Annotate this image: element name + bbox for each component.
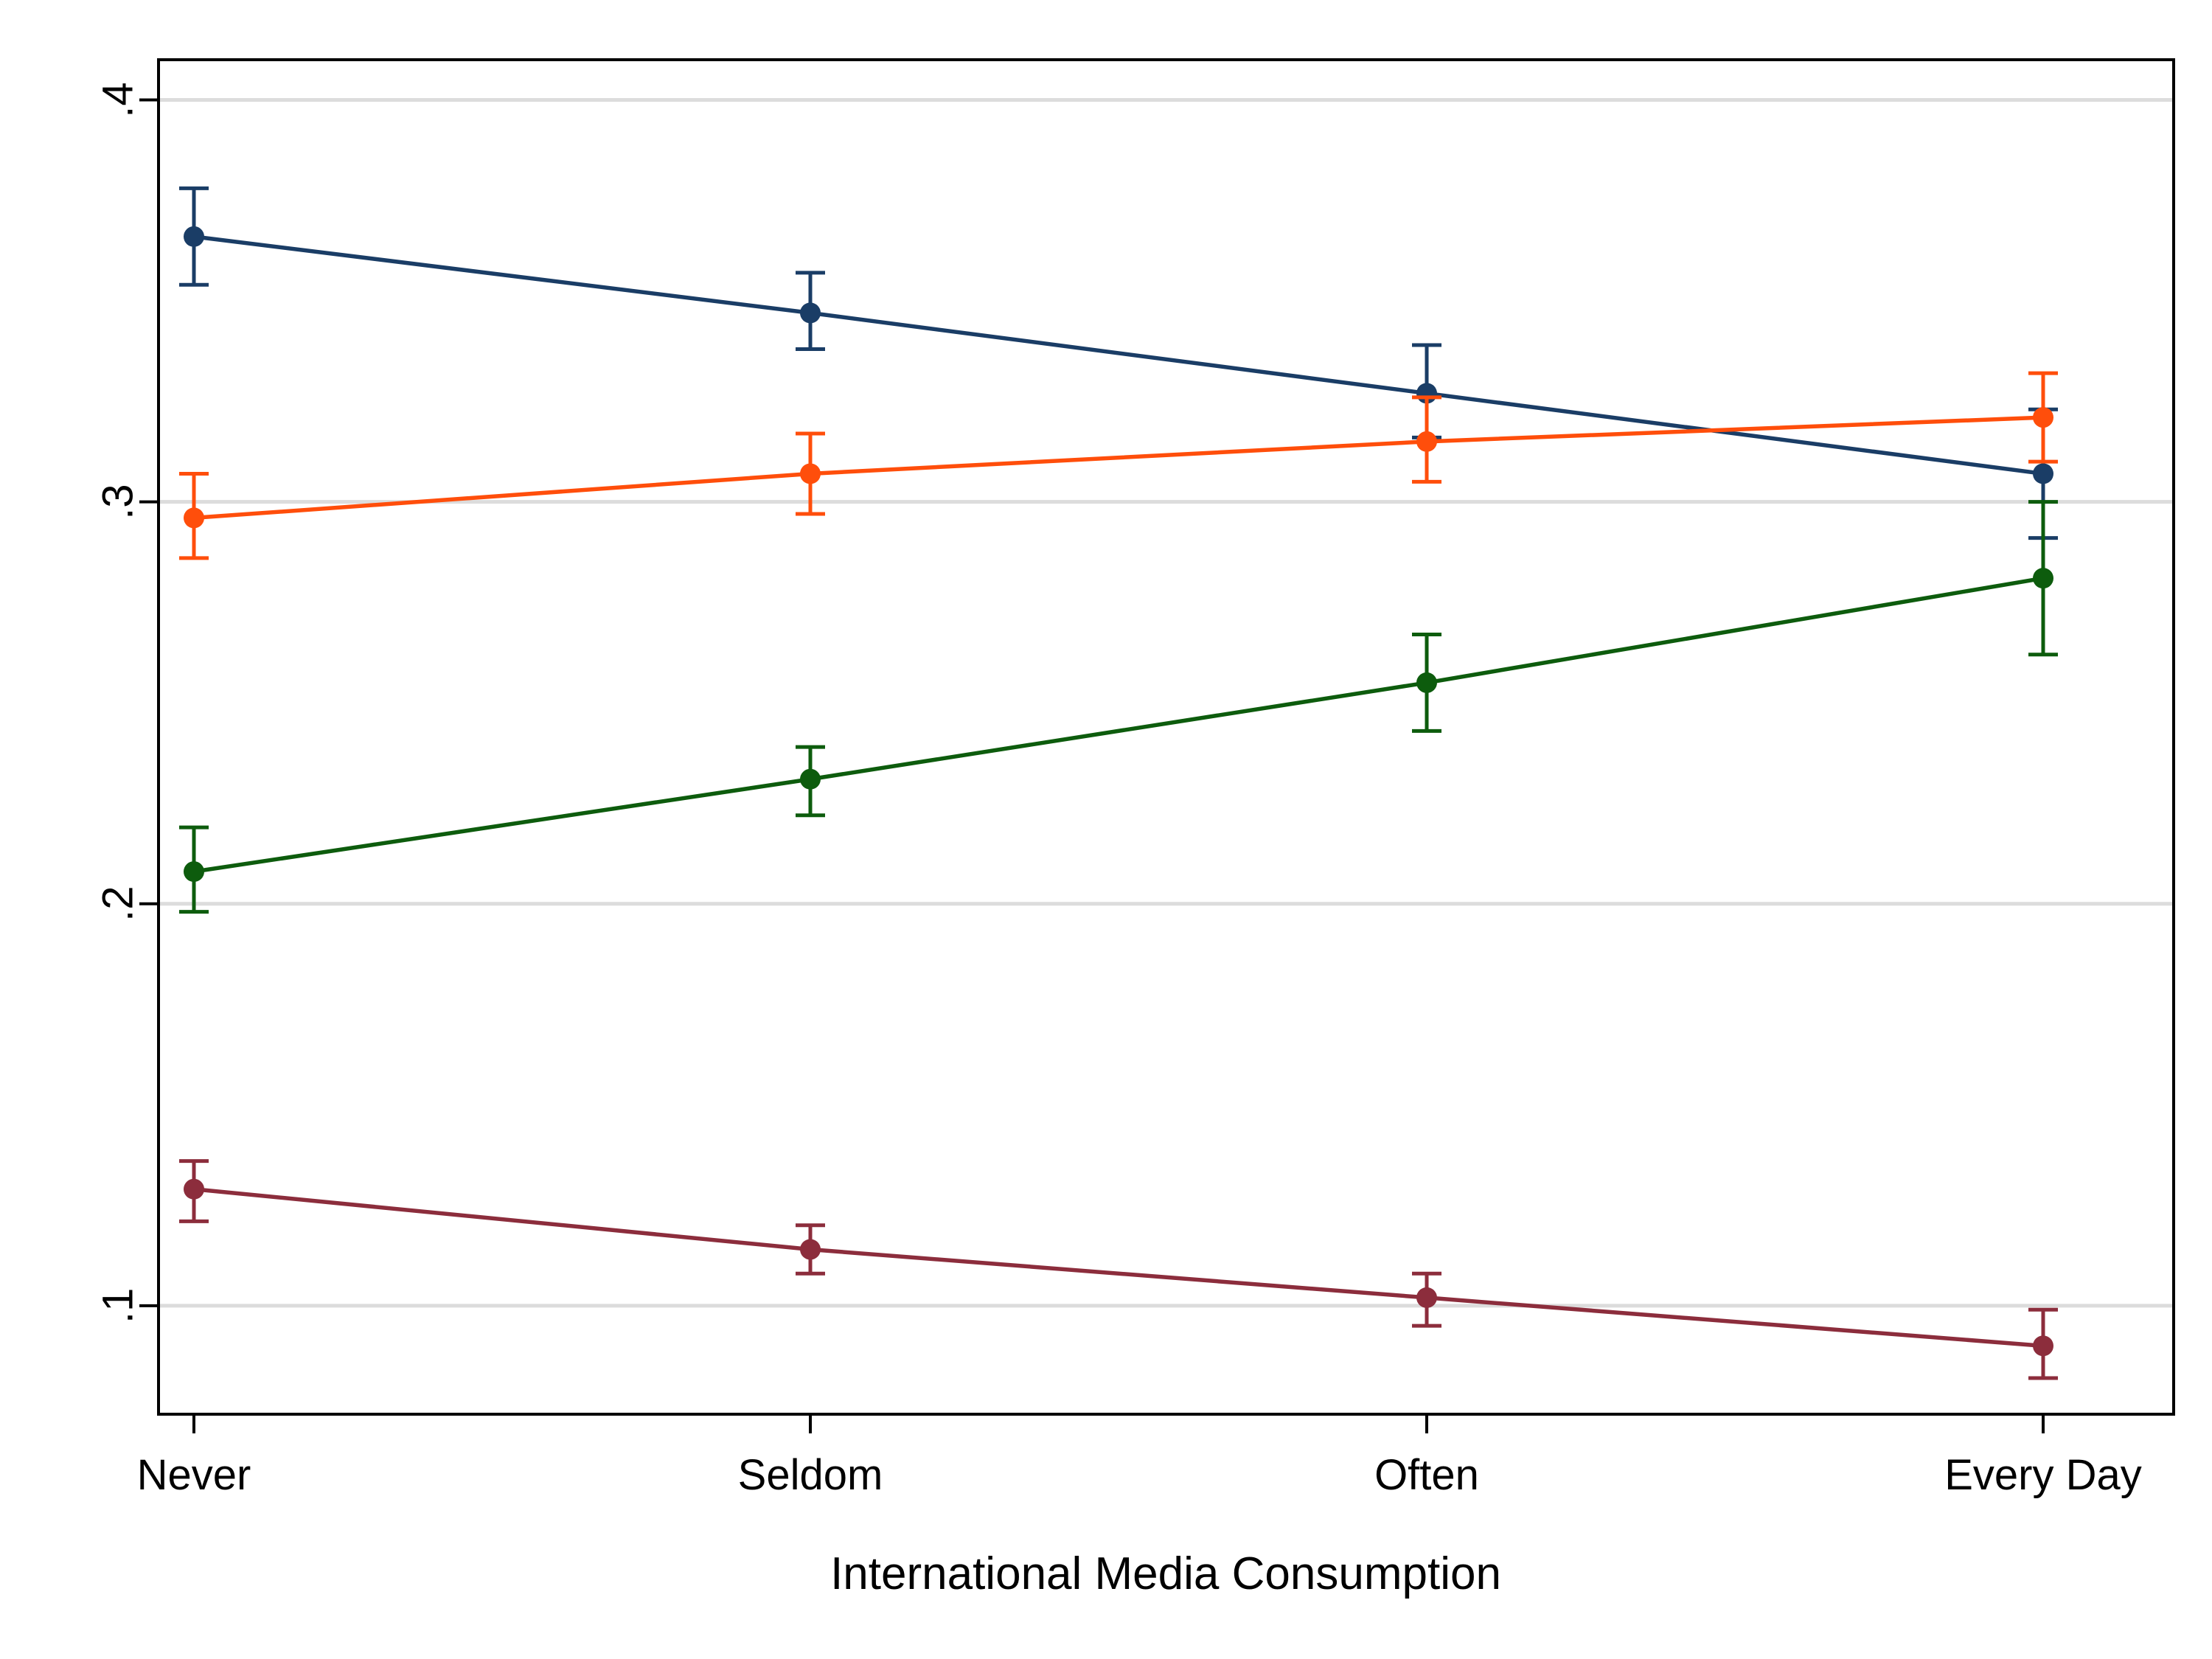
series-group bbox=[179, 186, 2058, 1380]
y-tick-label: .2 bbox=[94, 886, 142, 922]
data-point bbox=[184, 226, 204, 247]
y-axis: .1 .2 .3 .4 bbox=[94, 82, 159, 1324]
x-tick-label: Never bbox=[137, 1451, 251, 1499]
x-tick-label: Every Day bbox=[1944, 1451, 2142, 1499]
series-3 bbox=[179, 500, 2058, 914]
series-line bbox=[193, 234, 2044, 476]
series-2 bbox=[179, 371, 2058, 560]
data-point bbox=[800, 768, 821, 790]
y-tick-label: .3 bbox=[94, 484, 142, 519]
data-point bbox=[2033, 407, 2053, 428]
series-line bbox=[193, 576, 2044, 874]
data-point bbox=[184, 1178, 204, 1200]
x-tick-label: Often bbox=[1374, 1451, 1479, 1499]
data-point bbox=[800, 463, 821, 484]
data-point bbox=[800, 1239, 821, 1260]
data-point bbox=[1416, 431, 1437, 452]
data-point bbox=[2033, 568, 2053, 589]
gridlines bbox=[159, 98, 2174, 1308]
series-1 bbox=[179, 186, 2058, 540]
x-tick-label: Seldom bbox=[738, 1451, 883, 1499]
series-line bbox=[193, 1187, 2044, 1349]
data-point bbox=[2033, 1335, 2053, 1357]
data-point bbox=[184, 861, 204, 883]
plot-frame bbox=[157, 58, 2175, 1416]
series-line bbox=[193, 415, 2044, 521]
data-point bbox=[2033, 463, 2053, 484]
data-point bbox=[800, 302, 821, 324]
series-4 bbox=[179, 1159, 2058, 1380]
y-tick-label: .1 bbox=[94, 1288, 142, 1324]
data-point bbox=[1416, 1287, 1437, 1308]
x-axis: Never Seldom Often Every Day bbox=[137, 1414, 2142, 1499]
data-point bbox=[184, 507, 204, 529]
y-tick-label: .4 bbox=[94, 82, 142, 117]
data-point bbox=[1416, 672, 1437, 693]
x-axis-title: International Media Consumption bbox=[830, 1548, 1501, 1599]
